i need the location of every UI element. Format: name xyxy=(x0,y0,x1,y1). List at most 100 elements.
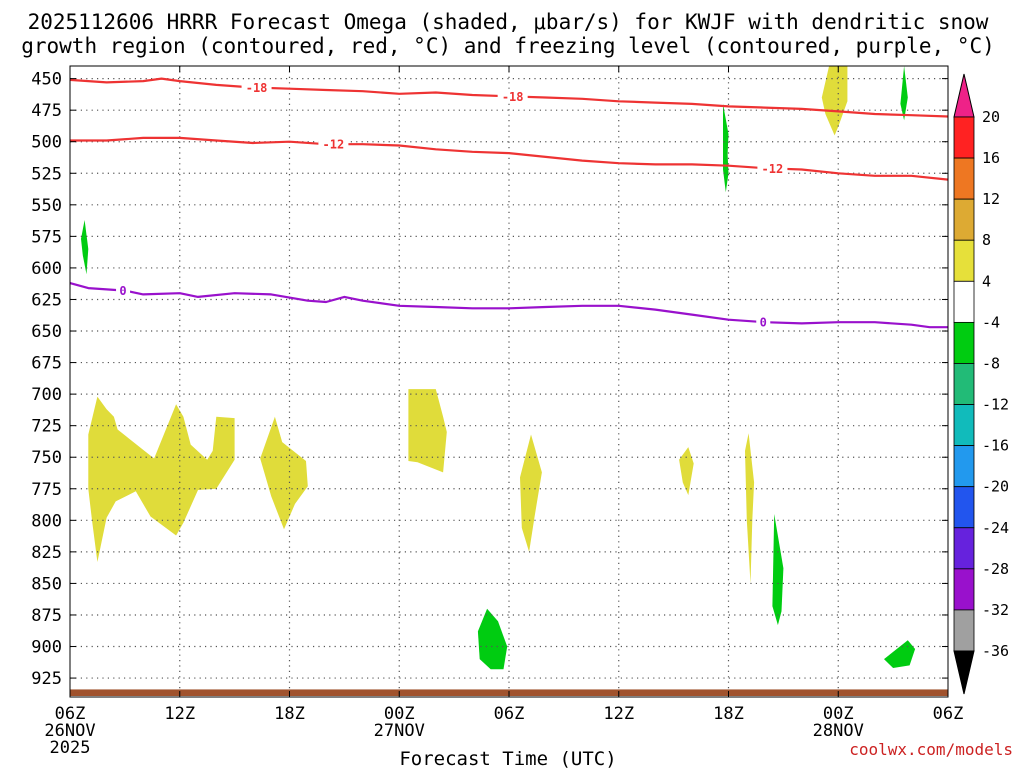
contour-label: 0 xyxy=(119,284,126,298)
x-tick-label: 00Z xyxy=(823,704,854,724)
x-tick-label: 12Z xyxy=(603,704,634,724)
colorbar-tick-label: 16 xyxy=(982,149,1000,167)
colorbar-tick-label: -32 xyxy=(982,601,1009,619)
y-tick-label: 450 xyxy=(31,70,62,90)
colorbar-swatch xyxy=(953,527,975,570)
y-tick-label: 900 xyxy=(31,638,62,658)
colorbar-swatch xyxy=(953,568,975,611)
omega-region xyxy=(821,66,848,136)
x-tick-label: 00Z xyxy=(384,704,415,724)
x-tick-label: 06Z xyxy=(933,704,964,724)
y-tick-label: 650 xyxy=(31,322,62,342)
contour-line xyxy=(70,136,949,181)
colorbar-tick-label: -28 xyxy=(982,560,1009,578)
contour-label: -12 xyxy=(323,138,345,152)
colorbar-tick-label: -24 xyxy=(982,519,1009,537)
y-tick-label: 875 xyxy=(31,606,62,626)
chart-title-line-2: growth region (contoured, red, °C) and f… xyxy=(21,34,995,58)
colorbar-swatch xyxy=(953,239,975,282)
credit-text: coolwx.com/models xyxy=(849,740,1013,759)
pressure-axis: 450 475 500 525 550 575 600 625 650 675 700 725 750 7… xyxy=(31,70,948,689)
colorbar-swatch xyxy=(953,486,975,529)
colorbar-swatch xyxy=(953,280,975,323)
colorbar-swatch xyxy=(953,321,975,364)
colorbar-tick-label: 8 xyxy=(982,231,991,249)
omega-region xyxy=(884,640,916,668)
omega-colorbar: 20 16 12 8 4 -4 -8 -12 -16 -20 -24 -28 -32 -36 xyxy=(953,73,1009,695)
colorbar-tick-label: -16 xyxy=(982,437,1009,455)
x-year-label: 2025 xyxy=(50,738,91,758)
x-date-label: 26NOV xyxy=(44,721,95,741)
y-tick-label: 675 xyxy=(31,354,62,374)
y-tick-label: 475 xyxy=(31,101,62,121)
omega-region xyxy=(679,447,694,496)
colorbar-swatch xyxy=(953,198,975,241)
colorbar-top-arrow xyxy=(953,73,975,118)
omega-region xyxy=(772,514,784,626)
omega-region xyxy=(81,220,89,275)
omega-region xyxy=(520,434,542,552)
omega-region xyxy=(260,416,308,530)
colorbar-tick-label: -4 xyxy=(982,313,1000,331)
y-tick-label: 750 xyxy=(31,448,62,468)
colorbar-swatch xyxy=(953,404,975,447)
y-tick-label: 550 xyxy=(31,196,62,216)
x-tick-label: 18Z xyxy=(274,704,305,724)
omega-region xyxy=(88,396,235,562)
y-tick-label: 500 xyxy=(31,133,62,153)
omega-region xyxy=(477,608,508,670)
y-tick-label: 700 xyxy=(31,385,62,405)
colorbar-swatch xyxy=(953,363,975,405)
x-tick-label: 06Z xyxy=(494,704,525,724)
contour-line xyxy=(69,282,948,329)
y-tick-label: 800 xyxy=(31,511,62,531)
y-tick-label: 525 xyxy=(31,164,62,184)
colorbar-tick-label: -20 xyxy=(982,478,1009,496)
y-tick-label: 775 xyxy=(31,480,62,500)
contour-label: 0 xyxy=(760,316,767,330)
contour-label: -12 xyxy=(762,162,784,176)
colorbar-tick-label: 20 xyxy=(982,108,1000,126)
x-date-label: 27NOV xyxy=(374,721,425,741)
y-tick-label: 725 xyxy=(31,417,62,437)
contour-label-background xyxy=(757,161,788,176)
omega-region xyxy=(408,389,447,473)
x-axis-label: Forecast Time (UTC) xyxy=(399,748,616,768)
colorbar-swatch xyxy=(953,445,975,488)
contour-label-background xyxy=(318,137,349,152)
gridlines xyxy=(70,66,948,697)
x-tick-label: 18Z xyxy=(713,704,744,724)
colorbar-swatch xyxy=(953,157,975,200)
temperature-contours: -18 -18 -12 -12 0 0 xyxy=(69,77,949,330)
contour-label-background xyxy=(497,89,528,104)
x-date-label: 28NOV xyxy=(813,721,864,741)
chart-title-line-1: 2025112606 HRRR Forecast Omega (shaded, … xyxy=(28,10,989,34)
y-tick-label: 850 xyxy=(31,574,62,594)
colorbar-swatch xyxy=(953,609,975,652)
omega-region xyxy=(900,66,908,121)
contour-label: -18 xyxy=(246,81,268,95)
plot-frame xyxy=(69,65,949,698)
contour-label-background xyxy=(756,315,771,330)
y-tick-label: 825 xyxy=(31,543,62,563)
y-tick-label: 625 xyxy=(31,290,62,310)
contour-label-background xyxy=(241,80,272,95)
y-tick-label: 600 xyxy=(31,259,62,279)
y-tick-label: 575 xyxy=(31,227,62,247)
x-tick-label: 12Z xyxy=(164,704,195,724)
contour-line xyxy=(69,77,949,118)
omega-region xyxy=(745,433,755,584)
colorbar-tick-label: -8 xyxy=(982,354,1000,372)
y-tick-label: 925 xyxy=(31,669,62,689)
colorbar-tick-label: -36 xyxy=(982,642,1009,660)
contour-label: -18 xyxy=(502,90,524,104)
x-tick-label: 06Z xyxy=(55,704,86,724)
colorbar-swatch xyxy=(953,116,975,159)
colorbar-tick-label: 12 xyxy=(982,190,1000,208)
contour-label-background xyxy=(116,283,131,298)
colorbar-tick-label: -12 xyxy=(982,396,1009,414)
omega-region xyxy=(723,103,729,193)
colorbar-bottom-arrow xyxy=(953,650,975,695)
